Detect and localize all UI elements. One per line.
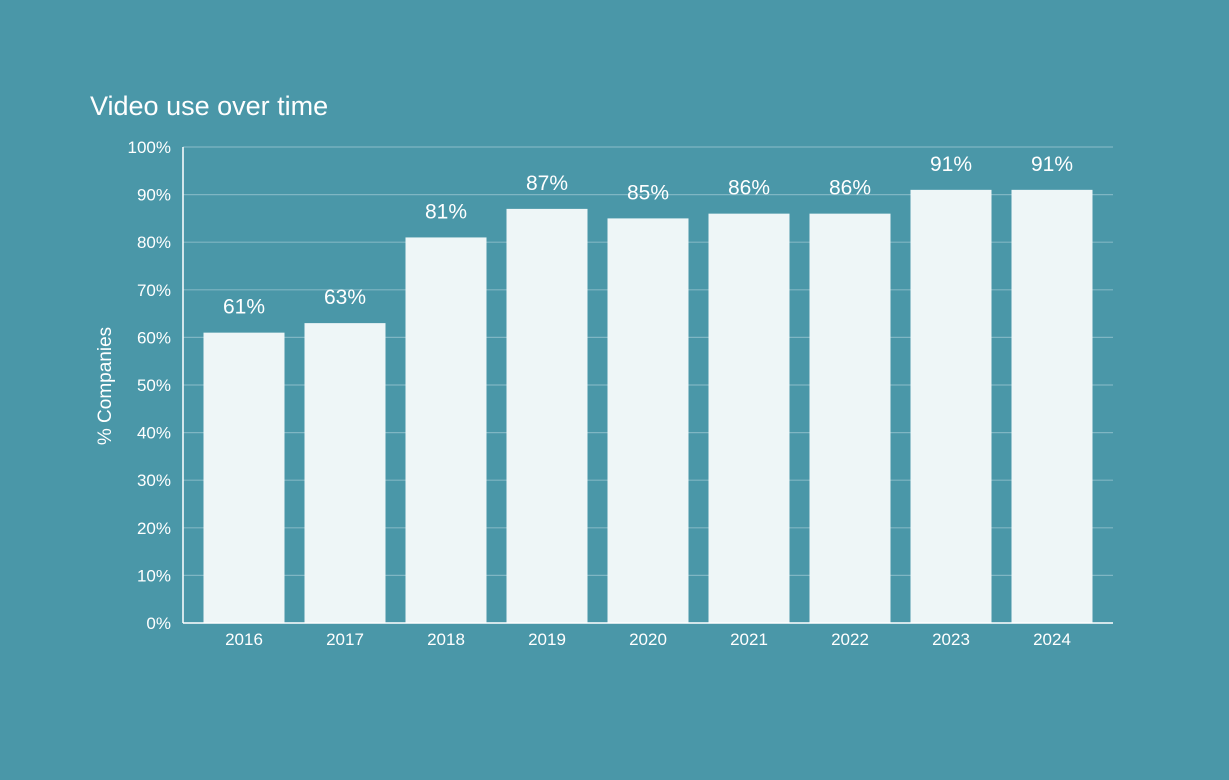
bar-2021 <box>708 213 790 623</box>
y-axis-title: % Companies <box>95 327 116 445</box>
x-axis-ticks: 2016 2017 2018 2019 2020 2021 2022 2023 2024 <box>225 630 1071 649</box>
bar-2019 <box>506 208 588 623</box>
data-label-2016: 61% <box>223 296 265 319</box>
x-tick-label: 2018 <box>427 630 465 649</box>
y-axis-ticks: 0% 10% 20% 30% 40% 50% 60% 70% 80% 90% 100% <box>128 138 171 633</box>
data-label-2023: 91% <box>930 153 972 176</box>
y-tick-label: 90% <box>137 186 171 205</box>
data-label-2020: 85% <box>627 181 669 204</box>
y-tick-label: 50% <box>137 376 171 395</box>
x-tick-label: 2021 <box>730 630 768 649</box>
y-tick-label: 100% <box>128 138 171 157</box>
y-tick-label: 0% <box>146 614 171 633</box>
y-tick-label: 60% <box>137 328 171 347</box>
data-label-2017: 63% <box>324 286 366 309</box>
bar-2024 <box>1011 189 1093 623</box>
bar-2020 <box>607 218 689 623</box>
axes <box>182 147 1113 624</box>
x-tick-label: 2020 <box>629 630 667 649</box>
x-tick-label: 2022 <box>831 630 869 649</box>
bar-2016 <box>203 332 285 623</box>
y-tick-label: 10% <box>137 566 171 585</box>
x-tick-label: 2016 <box>225 630 263 649</box>
data-label-2021: 86% <box>728 177 770 200</box>
y-tick-label: 30% <box>137 471 171 490</box>
x-tick-label: 2019 <box>528 630 566 649</box>
y-tick-label: 70% <box>137 281 171 300</box>
x-tick-label: 2024 <box>1033 630 1071 649</box>
bar-2022 <box>809 213 891 623</box>
x-tick-label: 2017 <box>326 630 364 649</box>
y-tick-label: 20% <box>137 519 171 538</box>
data-labels: 61% 63% 81% 87% 85% 86% 86% 91% 91% <box>223 153 1073 319</box>
data-label-2018: 81% <box>425 200 467 223</box>
data-label-2022: 86% <box>829 177 871 200</box>
chart-title: Video use over time <box>90 91 328 121</box>
bar-2018 <box>405 237 487 623</box>
bars <box>203 189 1093 623</box>
data-label-2024: 91% <box>1031 153 1073 176</box>
x-tick-label: 2023 <box>932 630 970 649</box>
bar-2023 <box>910 189 992 623</box>
y-tick-label: 80% <box>137 233 171 252</box>
data-label-2019: 87% <box>526 172 568 195</box>
y-tick-label: 40% <box>137 424 171 443</box>
bar-2017 <box>304 323 386 623</box>
